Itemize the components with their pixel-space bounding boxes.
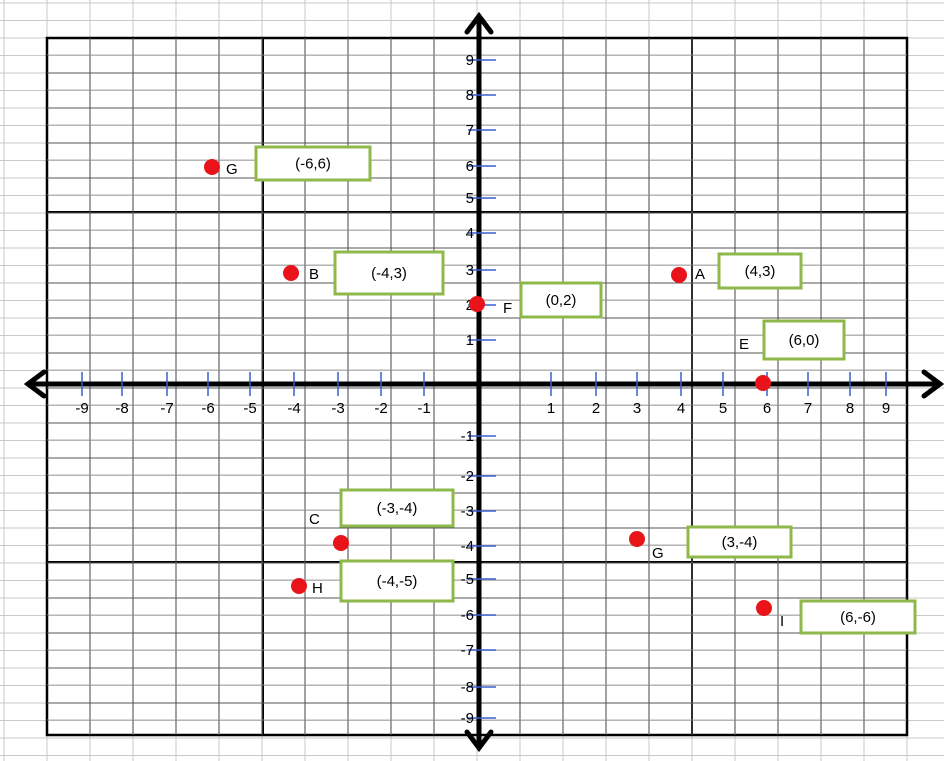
data-point xyxy=(755,375,771,391)
y-tick-label: -2 xyxy=(461,468,474,485)
x-tick-label: 7 xyxy=(804,400,812,417)
coordinate-boxes: (-6,6) (-4,3) (0,2) (4,3) (6,0) (-3,-4) (-4,-5… xyxy=(254,145,917,635)
coordinate-box xyxy=(686,525,793,559)
coordinate-box-text: (-4,3) xyxy=(371,265,407,282)
y-tick-label: -5 xyxy=(461,571,474,588)
x-tick-label: 5 xyxy=(719,400,727,417)
point-label: B xyxy=(309,266,319,283)
y-tick-label: -7 xyxy=(461,642,474,659)
y-tick-label: 1 xyxy=(466,332,474,349)
coordinate-box xyxy=(339,488,455,528)
y-tick-label: -6 xyxy=(461,607,474,624)
y-axis-bottom-arrow xyxy=(464,729,494,753)
coordinate-box-text: (-4,-5) xyxy=(377,573,418,590)
coordinate-box-text: (6,0) xyxy=(789,332,820,349)
tick-labels: -9-8-7-6-5-4-3-2-1123456789987654321-1-2… xyxy=(75,52,890,727)
y-tick-label: 5 xyxy=(466,190,474,207)
coordinate-box-text: (-3,-4) xyxy=(377,500,418,517)
x-tick-label: 9 xyxy=(882,400,890,417)
coordinate-box xyxy=(717,252,803,290)
point-label: G xyxy=(652,545,664,562)
x-tick-label: 6 xyxy=(763,400,771,417)
y-tick-label: 4 xyxy=(466,225,474,242)
data-point xyxy=(291,578,307,594)
point-label: F xyxy=(503,300,512,317)
coordinate-box xyxy=(519,281,603,319)
y-tick-label: -3 xyxy=(461,503,474,520)
coordinate-box-text: (0,2) xyxy=(546,292,577,309)
y-tick-label: 6 xyxy=(466,158,474,175)
point-label: A xyxy=(695,266,705,283)
point-label: I xyxy=(780,613,784,630)
y-tick-label: 8 xyxy=(466,87,474,104)
x-tick-label: 8 xyxy=(846,400,854,417)
data-point xyxy=(629,531,645,547)
data-point xyxy=(283,265,299,281)
x-tick-label: -2 xyxy=(374,400,387,417)
coordinate-box xyxy=(333,250,445,296)
data-point xyxy=(671,267,687,283)
coordinate-box xyxy=(254,145,372,182)
x-axis-right-arrow xyxy=(921,369,944,399)
x-tick-label: 3 xyxy=(633,400,641,417)
coordinate-box xyxy=(339,559,455,603)
point-label: E xyxy=(739,336,749,353)
data-point xyxy=(756,600,772,616)
coordinate-box-text: (3,-4) xyxy=(722,534,758,551)
point-label: H xyxy=(312,580,323,597)
x-axis-left-arrow xyxy=(23,369,47,399)
coordinate-box xyxy=(762,319,846,361)
x-tick-label: -1 xyxy=(417,400,430,417)
x-tick-label: -4 xyxy=(287,400,300,417)
data-point xyxy=(469,296,485,312)
x-tick-label: -5 xyxy=(243,400,256,417)
data-points xyxy=(204,159,772,616)
y-tick-label: 3 xyxy=(466,262,474,279)
data-point xyxy=(333,535,349,551)
x-tick-label: -8 xyxy=(115,400,128,417)
tick-marks xyxy=(81,59,887,719)
point-labels: G B F A E C H G I xyxy=(226,161,784,630)
y-tick-label: -9 xyxy=(461,710,474,727)
point-label: C xyxy=(309,511,320,528)
coordinate-box-text: (6,-6) xyxy=(840,609,876,626)
x-tick-label: -9 xyxy=(75,400,88,417)
coordinate-box-text: (4,3) xyxy=(745,263,776,280)
point-label: G xyxy=(226,161,238,178)
y-tick-label: -4 xyxy=(461,538,474,555)
y-tick-label: 9 xyxy=(466,52,474,69)
y-tick-label: -8 xyxy=(461,679,474,696)
x-tick-label: -6 xyxy=(201,400,214,417)
x-tick-label: 4 xyxy=(677,400,685,417)
x-tick-label: -7 xyxy=(160,400,173,417)
y-tick-label: 7 xyxy=(466,122,474,139)
x-tick-label: 1 xyxy=(547,400,555,417)
coordinate-box-text: (-6,6) xyxy=(295,156,331,173)
axes xyxy=(23,11,944,753)
y-axis-top-arrow xyxy=(464,11,494,35)
coordinate-box xyxy=(799,599,917,635)
x-tick-label: 2 xyxy=(592,400,600,417)
data-point xyxy=(204,159,220,175)
y-tick-label: -1 xyxy=(461,428,474,445)
x-tick-label: -3 xyxy=(331,400,344,417)
